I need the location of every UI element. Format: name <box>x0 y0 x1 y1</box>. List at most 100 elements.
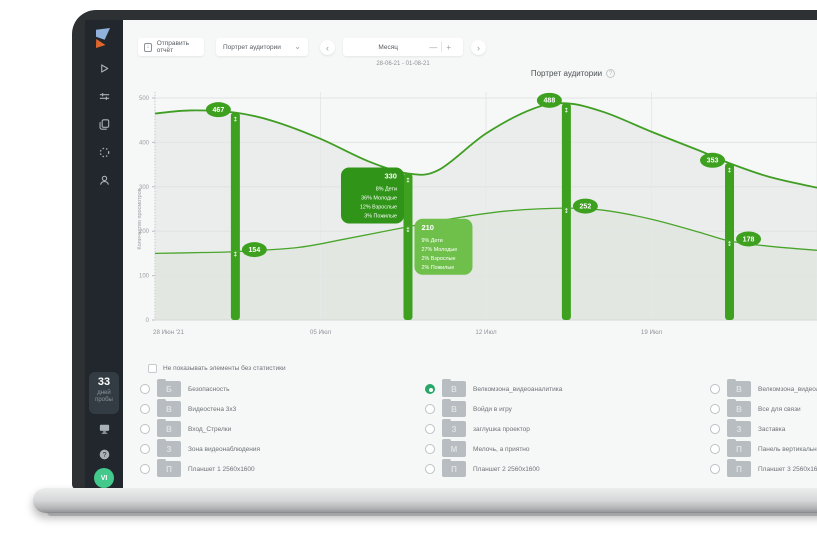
folder-thumbnail-icon: П <box>727 441 751 457</box>
list-item-label: Панель вертикальная внутр <box>758 446 817 453</box>
display-icon[interactable] <box>85 422 123 435</box>
filter-label: Не показывать элементы без статистики <box>163 365 286 372</box>
value-badge-label: 154 <box>249 247 261 254</box>
list-item-label: Зона видеонаблюдения <box>188 446 260 453</box>
bar-arrow-icon: ↕ <box>405 176 410 184</box>
bar-arrow-icon: ↕ <box>564 207 569 215</box>
folder-thumbnail-icon: В <box>157 421 181 437</box>
sliders-icon[interactable] <box>85 90 123 103</box>
bar-arrow-icon: ↕ <box>233 251 238 259</box>
tooltip-value: 330 <box>384 171 397 180</box>
tooltip-line: 9% Дети <box>421 238 442 244</box>
prev-period-button[interactable]: ‹ <box>320 40 335 55</box>
list-item-label: Мелочь, а приятно <box>473 446 530 453</box>
tooltip-line: 2% Взрослые <box>421 256 455 262</box>
value-badge-label: 353 <box>707 158 719 165</box>
bar-arrow-icon: ↕ <box>233 116 238 124</box>
list-item[interactable]: ВВход_Стрелки <box>140 420 231 438</box>
radio-unchecked[interactable] <box>710 464 720 474</box>
folder-thumbnail-icon: П <box>442 461 466 477</box>
trial-days-caption: дней пробы <box>89 390 119 404</box>
chevron-down-icon: ⌄ <box>294 44 301 50</box>
y-tick-label: 0 <box>146 318 150 324</box>
svg-text:?: ? <box>102 452 106 459</box>
list-item[interactable]: ББезопасность <box>140 380 229 398</box>
chart-svg[interactable]: 010020030040050028 Июн '2105 Июл12 Июл19… <box>123 86 817 346</box>
main-panel: ↓ Отправить отчёт Портрет аудитории ⌄ ‹ … <box>123 20 817 488</box>
info-icon[interactable]: ? <box>606 69 615 78</box>
chart-bar[interactable] <box>403 173 412 320</box>
radio-unchecked[interactable] <box>140 444 150 454</box>
list-item[interactable]: ЗЗона видеонаблюдения <box>140 440 260 458</box>
folder-thumbnail-icon: З <box>442 421 466 437</box>
folder-thumbnail-icon: П <box>157 461 181 477</box>
radio-checked[interactable] <box>425 384 435 394</box>
value-badge-label: 488 <box>544 98 556 105</box>
user-icon[interactable] <box>85 174 123 187</box>
radio-unchecked[interactable] <box>425 424 435 434</box>
radio-unchecked[interactable] <box>140 384 150 394</box>
list-item[interactable]: ЗЗаставка <box>710 420 785 438</box>
plus-icon[interactable]: + <box>442 43 455 52</box>
copy-icon[interactable] <box>85 118 123 131</box>
report-type-value: Портрет аудитории <box>223 44 281 51</box>
radio-unchecked[interactable] <box>425 444 435 454</box>
list-item[interactable]: П Панель вертикальная внутр <box>710 440 817 458</box>
chart-title: Портрет аудитории <box>531 69 602 78</box>
help-icon[interactable]: ? <box>85 448 123 461</box>
list-item[interactable]: ППланшет 3 2560x1600 <box>710 460 817 478</box>
period-label: Месяц <box>351 44 425 51</box>
list-item-label: Планшет 3 2560x1600 <box>758 466 817 473</box>
folder-thumbnail-icon: В <box>157 401 181 417</box>
tooltip-line: 8% Дети <box>376 186 397 192</box>
list-item[interactable]: ВВойди в игру <box>425 400 512 418</box>
minus-icon[interactable]: — <box>425 43 441 52</box>
list-item[interactable]: ППланшет 2 2560x1600 <box>425 460 540 478</box>
radio-unchecked[interactable] <box>140 424 150 434</box>
list-item[interactable]: ВВидеостена 3x3 <box>140 400 236 418</box>
user-avatar[interactable]: VI <box>94 468 114 488</box>
folder-thumbnail-icon: В <box>727 381 751 397</box>
radio-unchecked[interactable] <box>710 404 720 414</box>
x-tick-label: 28 Июн '21 <box>153 329 184 336</box>
send-report-button[interactable]: ↓ Отправить отчёт <box>138 38 204 56</box>
list-item[interactable]: ВВелкомзона_видеоаналитика <box>710 380 817 398</box>
spinner-icon[interactable] <box>85 146 123 159</box>
report-type-dropdown[interactable]: Портрет аудитории ⌄ <box>216 38 308 56</box>
trial-days-badge[interactable]: 33 дней пробы <box>89 372 119 414</box>
radio-unchecked[interactable] <box>425 464 435 474</box>
chart-bar[interactable] <box>231 113 240 320</box>
radio-unchecked[interactable] <box>425 404 435 414</box>
value-badge-label: 467 <box>213 107 225 114</box>
y-tick-label: 400 <box>139 140 150 146</box>
filter-checkbox[interactable] <box>148 364 157 373</box>
radio-unchecked[interactable] <box>710 444 720 454</box>
bar-arrow-icon: ↕ <box>405 226 410 234</box>
x-tick-label: 05 Июл <box>310 329 332 336</box>
x-tick-label: 19 Июл <box>641 329 663 336</box>
radio-unchecked[interactable] <box>710 424 720 434</box>
send-report-label: Отправить отчёт <box>157 40 198 54</box>
download-icon: ↓ <box>144 43 152 52</box>
filter-row: Не показывать элементы без статистики <box>148 364 286 373</box>
sidebar: 33 дней пробы ? VI <box>85 20 123 488</box>
list-item-label: Войди в игру <box>473 406 512 413</box>
list-item[interactable]: ВВсе для связи <box>710 400 801 418</box>
radio-unchecked[interactable] <box>710 384 720 394</box>
bar-arrow-icon: ↕ <box>727 240 732 248</box>
radio-unchecked[interactable] <box>140 464 150 474</box>
tooltip-line: 2% Пожилые <box>421 265 454 271</box>
list-item[interactable]: Ззаглушка проектор <box>425 420 530 438</box>
date-range-label: 28-06-21 - 01-08-21 <box>343 61 463 67</box>
next-period-button[interactable]: › <box>471 40 486 55</box>
app-logo[interactable] <box>96 28 112 48</box>
radio-unchecked[interactable] <box>140 404 150 414</box>
list-item[interactable]: ВВелкомзона_видеоаналитика <box>425 380 562 398</box>
list-item[interactable]: ППланшет 1 2560x1600 <box>140 460 255 478</box>
y-tick-label: 300 <box>139 185 150 191</box>
folder-thumbnail-icon: З <box>727 421 751 437</box>
tooltip-line: 12% Взрослые <box>360 204 397 210</box>
list-item[interactable]: ММелочь, а приятно <box>425 440 530 458</box>
period-stepper[interactable]: Месяц — + <box>343 38 463 56</box>
play-icon[interactable] <box>85 62 123 75</box>
